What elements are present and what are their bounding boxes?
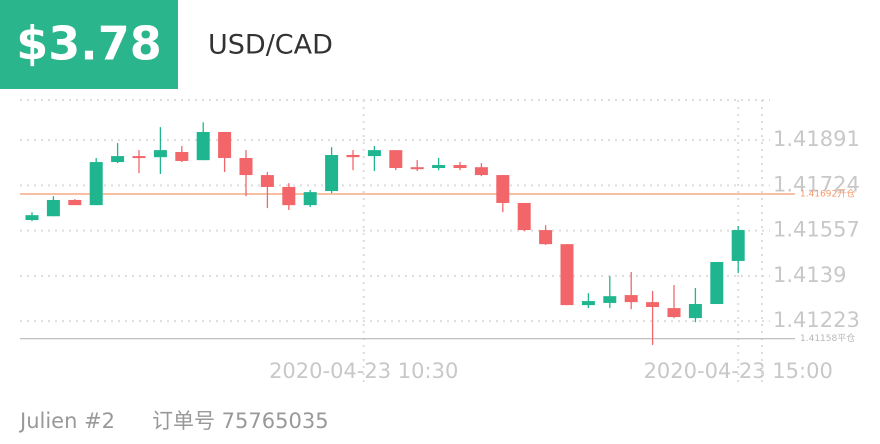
symbol: USD/CAD	[208, 30, 333, 61]
reference-label: 1.41158平仓	[800, 332, 855, 344]
candle-body	[89, 162, 103, 206]
y-tick-label: 1.41557	[773, 218, 860, 242]
candle-body	[25, 215, 39, 221]
candle-body	[367, 150, 381, 157]
candle-body	[581, 301, 595, 306]
y-tick-label: 1.41891	[773, 127, 860, 151]
order-number: 订单号 75765035	[152, 409, 329, 433]
candle-body	[239, 157, 253, 176]
candle-body	[175, 152, 189, 161]
candle-body	[68, 199, 82, 206]
candle-body	[46, 199, 60, 217]
candle-body	[325, 155, 339, 192]
candle-body	[389, 150, 403, 169]
candle-body	[346, 155, 360, 158]
candle-body	[282, 186, 296, 206]
candle-body	[453, 165, 467, 169]
candle-body	[474, 167, 488, 176]
candle-body	[218, 131, 232, 158]
reference-label: 1.41692开仓	[800, 188, 855, 200]
candle-body	[410, 167, 424, 170]
candle-body	[260, 175, 274, 187]
candle-body	[731, 230, 745, 261]
candle-body	[196, 131, 210, 161]
y-tick-label: 1.4139	[773, 263, 846, 287]
candle-body	[111, 156, 125, 163]
y-tick-label: 1.41724	[773, 172, 860, 196]
candle-body	[517, 202, 531, 231]
candle-body	[603, 296, 617, 303]
candle-body	[688, 304, 702, 319]
candle-body	[560, 244, 574, 306]
candle-body	[496, 175, 510, 203]
candle-body	[153, 150, 167, 158]
candle-body	[303, 192, 317, 206]
candle-body	[710, 262, 724, 305]
candle-body	[539, 230, 553, 245]
profit-box	[0, 0, 178, 89]
account: Julien #2	[18, 409, 115, 433]
candle-body	[646, 302, 660, 308]
x-tick-label: 2020-04-23 10:30	[269, 359, 458, 383]
candle-body	[432, 165, 446, 169]
x-tick-label: 2020-04-23 15:00	[644, 359, 833, 383]
profit: $3.78	[16, 17, 162, 71]
candle-body	[624, 295, 638, 303]
candle-body	[132, 156, 146, 159]
candle-body	[667, 308, 681, 318]
y-tick-label: 1.41223	[773, 308, 860, 332]
